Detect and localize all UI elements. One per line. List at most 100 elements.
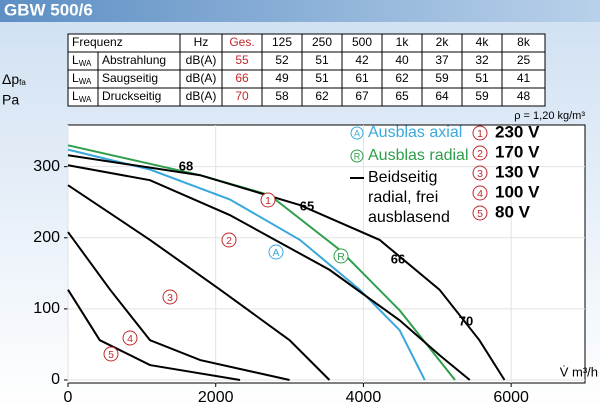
legend-label: 230 V [495,122,540,141]
table-symbol-sub: WA [79,95,92,104]
curve-marker-circle [472,145,488,161]
table-value: 32 [475,53,489,67]
table-symbol: LWA [72,89,92,104]
curve-marker-label: 5 [477,208,483,220]
table-symbol-main: L [72,89,79,103]
curve-marker-label: A [354,128,360,138]
table-unit: dB(A) [186,89,217,103]
curve [67,154,506,381]
legend-label: 130 V [495,162,540,181]
table-value: 64 [435,89,449,103]
curve-annotation: 70 [459,313,473,328]
curve-annotation: 68 [179,158,193,173]
table-header: 125 [272,35,292,49]
curve-marker-label: R [337,251,345,263]
legend-label: radial, frei [368,189,438,206]
table-symbol-main: L [72,71,79,85]
table-header: Frequenz [72,35,123,49]
curve-marker-circle [472,185,488,201]
table-value: 61 [355,71,369,85]
curve-marker-circle [162,289,178,305]
curve-marker-label: 1 [265,195,271,207]
table-value: 49 [275,71,289,85]
y-tick-label: 300 [33,158,60,175]
table-value: 51 [315,53,329,67]
table-value: 40 [395,53,409,67]
table-row-name: Saugseitig [102,71,158,85]
curve-marker-label: 4 [127,333,133,345]
x-tick-label: 6000 [493,389,529,406]
table-value: 51 [475,71,489,85]
table-value: 59 [435,71,449,85]
curve-marker-label: 4 [477,188,483,200]
curve-marker-label: 3 [477,168,483,180]
table-value: 41 [517,71,531,85]
curve-marker-label: R [354,151,361,161]
density-note: ρ = 1,20 kg/m³ [514,110,585,122]
table-header: 500 [352,35,372,49]
curve-marker-circle [472,125,488,141]
header-title: GBW 500/6 [4,0,93,19]
table-value: 51 [315,71,329,85]
table-row-name: Druckseitig [102,89,161,103]
header-bar [0,0,600,22]
y-axis-label-main: Δp [2,71,19,87]
curve-marker-label: 3 [167,292,173,304]
curve [67,148,426,381]
curve-marker-circle [333,248,349,264]
x-tick-label: 2000 [198,389,234,406]
curve-marker-circle [472,165,488,181]
y-tick-label: 100 [33,300,60,317]
curve-marker-label: 2 [226,235,232,247]
table-header: 1k [396,35,410,49]
x-tick-label: 0 [64,389,73,406]
legend-label: ausblasend [368,209,450,226]
table-value: 59 [475,89,489,103]
table-value: 25 [517,53,531,67]
curve-annotation: 65 [300,198,314,213]
table-value: 42 [355,53,369,67]
x-axis-label: V̇ m³/h [560,364,598,379]
table-header: 2k [436,35,450,49]
table-row-name: Abstrahlung [102,53,166,67]
curve-marker-circle [103,346,119,362]
table-value: 70 [235,89,249,103]
x-tick-label: 4000 [346,389,382,406]
table-header: Ges. [229,35,254,49]
curve-marker-circle [268,244,284,260]
curve-marker-label: 2 [477,148,483,160]
table-unit: dB(A) [186,71,217,85]
y-axis-label: Δpfa [2,71,26,87]
y-tick-label: 0 [51,371,60,388]
table-value: 62 [315,89,329,103]
curve-marker-circle [350,149,364,163]
y-tick-label: 200 [33,229,60,246]
curve-marker-circle [221,232,237,248]
table-header: 4k [476,35,490,49]
table-header: 8k [517,35,531,49]
legend-label: Ausblas radial [368,147,469,164]
legend-label: 170 V [495,142,540,161]
table-value: 66 [235,71,249,85]
curve-marker-circle [472,205,488,221]
curve-marker-circle [260,192,276,208]
table-value: 62 [395,71,409,85]
curve [67,144,456,381]
table-symbol-main: L [72,53,79,67]
curve-marker-circle [350,126,364,140]
curve [67,231,290,381]
legend-label: Ausblas axial [368,124,462,141]
legend-label: 100 V [495,182,540,201]
table-value: 58 [275,89,289,103]
table-value: 55 [235,53,249,67]
table-value: 37 [435,53,449,67]
table-value: 48 [517,89,531,103]
table-header: Hz [194,35,209,49]
table-value: 67 [355,89,369,103]
table-unit: dB(A) [186,53,217,67]
curve [67,184,331,381]
y-axis-unit: Pa [2,92,19,108]
